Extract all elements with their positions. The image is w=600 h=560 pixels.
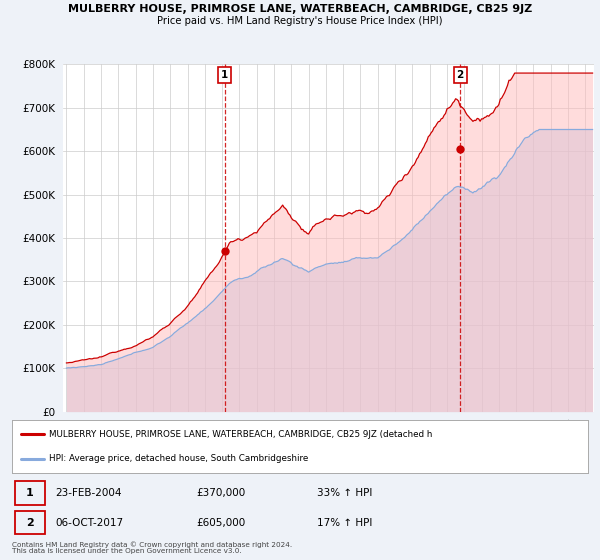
Text: £605,000: £605,000 bbox=[196, 517, 245, 528]
Text: 17% ↑ HPI: 17% ↑ HPI bbox=[317, 517, 373, 528]
Text: 1: 1 bbox=[26, 488, 34, 498]
Text: 1: 1 bbox=[221, 70, 228, 80]
Text: 33% ↑ HPI: 33% ↑ HPI bbox=[317, 488, 373, 498]
Text: 06-OCT-2017: 06-OCT-2017 bbox=[55, 517, 124, 528]
Text: This data is licensed under the Open Government Licence v3.0.: This data is licensed under the Open Gov… bbox=[12, 548, 242, 554]
Text: MULBERRY HOUSE, PRIMROSE LANE, WATERBEACH, CAMBRIDGE, CB25 9JZ (detached h: MULBERRY HOUSE, PRIMROSE LANE, WATERBEAC… bbox=[49, 430, 433, 439]
Text: £370,000: £370,000 bbox=[196, 488, 245, 498]
Text: HPI: Average price, detached house, South Cambridgeshire: HPI: Average price, detached house, Sout… bbox=[49, 454, 308, 463]
Text: 23-FEB-2004: 23-FEB-2004 bbox=[55, 488, 122, 498]
Text: Price paid vs. HM Land Registry's House Price Index (HPI): Price paid vs. HM Land Registry's House … bbox=[157, 16, 443, 26]
Bar bbox=[15, 511, 45, 534]
Text: 2: 2 bbox=[457, 70, 464, 80]
Text: Contains HM Land Registry data © Crown copyright and database right 2024.: Contains HM Land Registry data © Crown c… bbox=[12, 541, 292, 548]
Bar bbox=[15, 482, 45, 505]
Text: MULBERRY HOUSE, PRIMROSE LANE, WATERBEACH, CAMBRIDGE, CB25 9JZ: MULBERRY HOUSE, PRIMROSE LANE, WATERBEAC… bbox=[68, 4, 532, 14]
Text: 2: 2 bbox=[26, 517, 34, 528]
